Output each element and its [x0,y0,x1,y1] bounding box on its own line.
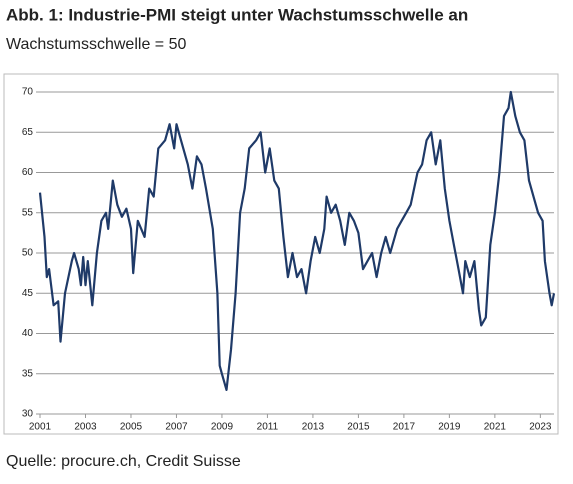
x-tick-label: 2019 [438,422,461,433]
y-tick-label: 70 [22,87,34,98]
chart-source: Quelle: procure.ch, Credit Suisse [6,453,241,470]
plot-frame [3,73,559,435]
x-tick-label: 2003 [74,422,97,433]
x-tick-label: 2023 [529,422,552,433]
x-tick-label: 2009 [211,422,234,433]
x-tick-label: 2021 [484,422,507,433]
pmi-line [38,90,556,391]
x-tick-label: 2015 [347,422,370,433]
y-tick-label: 35 [22,368,34,379]
x-tick-label: 2013 [302,422,325,433]
y-tick-label: 55 [22,207,34,218]
x-tick-label: 2001 [29,422,52,433]
y-tick-label: 40 [22,328,34,339]
y-tick-label: 30 [22,409,34,420]
y-tick-label: 45 [22,288,34,299]
chart-subtitle: Wachstumsschwelle = 50 [6,36,186,53]
x-tick-label: 2017 [393,422,416,433]
x-tick-label: 2007 [165,422,188,433]
x-tick-label: 2011 [257,422,279,433]
y-tick-label: 50 [22,248,34,259]
chart-title: Abb. 1: Industrie-PMI steigt unter Wachs… [6,5,468,24]
y-tick-label: 60 [22,167,34,178]
y-tick-label: 65 [22,127,34,138]
x-tick-label: 2005 [120,422,143,433]
